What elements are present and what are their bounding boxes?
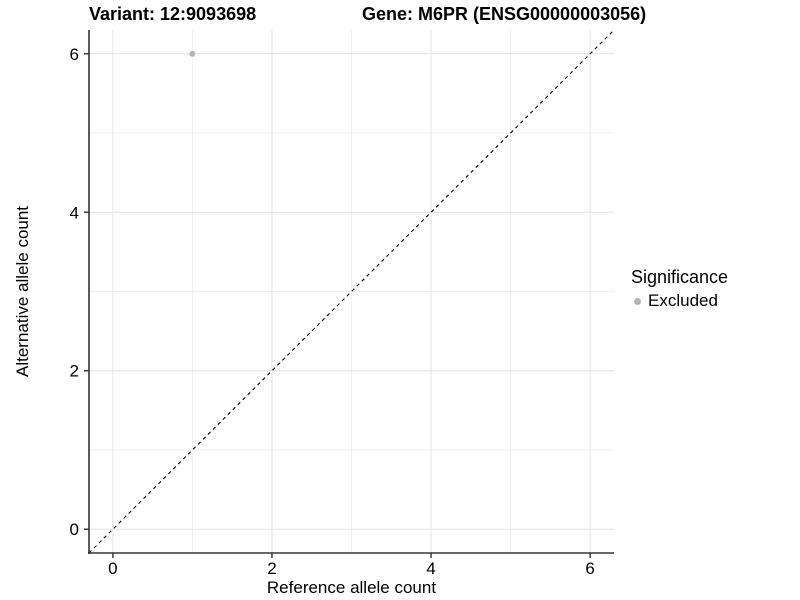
x-tick-label: 0 (108, 559, 117, 578)
legend: Significance Excluded (631, 267, 728, 311)
legend-item-excluded: Excluded (634, 291, 728, 311)
legend-item-label: Excluded (648, 291, 718, 310)
y-axis-title: Alternative allele count (13, 206, 32, 377)
y-tick-label: 6 (70, 45, 79, 64)
y-tick-label: 4 (70, 203, 79, 222)
x-tick-label: 6 (585, 559, 594, 578)
variant-title: Variant: 12:9093698 (89, 4, 257, 24)
legend-items: Excluded (631, 291, 728, 311)
legend-title: Significance (631, 267, 729, 287)
x-axis-title: Reference allele count (267, 578, 436, 597)
identity-reference-line (88, 29, 615, 554)
gene-title: Gene: M6PR (ENSG00000003056) (362, 4, 647, 24)
x-tick-label: 4 (426, 559, 435, 578)
legend-point-icon (634, 297, 641, 305)
y-tick-label: 2 (70, 362, 79, 381)
y-tick-label: 0 (70, 520, 79, 539)
data-point (189, 50, 196, 57)
x-tick-label: 2 (267, 559, 276, 578)
